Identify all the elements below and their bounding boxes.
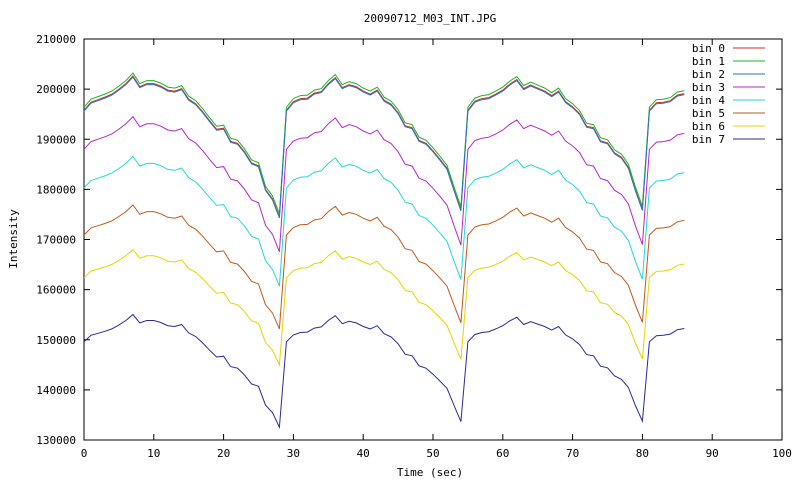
x-tick-label: 100 [772, 447, 792, 460]
y-tick-label: 200000 [36, 83, 76, 96]
y-tick-label: 150000 [36, 334, 76, 347]
legend-label: bin 7 [692, 133, 725, 146]
series-line-bin-3 [83, 115, 685, 252]
legend-label: bin 2 [692, 68, 725, 81]
x-tick-label: 60 [496, 447, 509, 460]
x-tick-label: 10 [147, 447, 160, 460]
series-line-bin-6 [83, 248, 685, 368]
x-tick-label: 40 [357, 447, 370, 460]
y-axis: 130000 140000 150000 160000 170000 180000 1900… [36, 33, 782, 447]
y-tick-label: 160000 [36, 284, 76, 297]
x-axis: 0 10 20 30 40 50 60 70 80 90 100 [81, 39, 792, 460]
x-tick-label: 80 [636, 447, 649, 460]
series-line-bin-1 [83, 72, 685, 215]
x-tick-label: 20 [217, 447, 230, 460]
y-tick-label: 190000 [36, 133, 76, 146]
x-axis-label: Time (sec) [397, 466, 463, 479]
legend-label: bin 4 [692, 94, 725, 107]
series-line-bin-4 [83, 155, 685, 287]
y-tick-label: 180000 [36, 183, 76, 196]
chart-title: 20090712_M03_INT.JPG [364, 12, 496, 25]
x-tick-label: 70 [566, 447, 579, 460]
x-tick-label: 50 [426, 447, 439, 460]
legend-label: bin 5 [692, 107, 725, 120]
legend-label: bin 3 [692, 81, 725, 94]
y-tick-label: 170000 [36, 234, 76, 247]
y-axis-label: Intensity [7, 209, 20, 269]
y-tick-label: 140000 [36, 384, 76, 397]
series-lines [83, 72, 685, 430]
x-tick-label: 0 [81, 447, 88, 460]
x-tick-label: 90 [706, 447, 719, 460]
y-tick-label: 210000 [36, 33, 76, 46]
x-tick-label: 30 [287, 447, 300, 460]
series-line-bin-2 [83, 76, 685, 219]
y-tick-label: 130000 [36, 434, 76, 447]
legend-label: bin 1 [692, 55, 725, 68]
legend-label: bin 0 [692, 42, 725, 55]
legend-label: bin 6 [692, 120, 725, 133]
series-line-bin-5 [83, 204, 685, 330]
series-line-bin-7 [83, 313, 685, 430]
